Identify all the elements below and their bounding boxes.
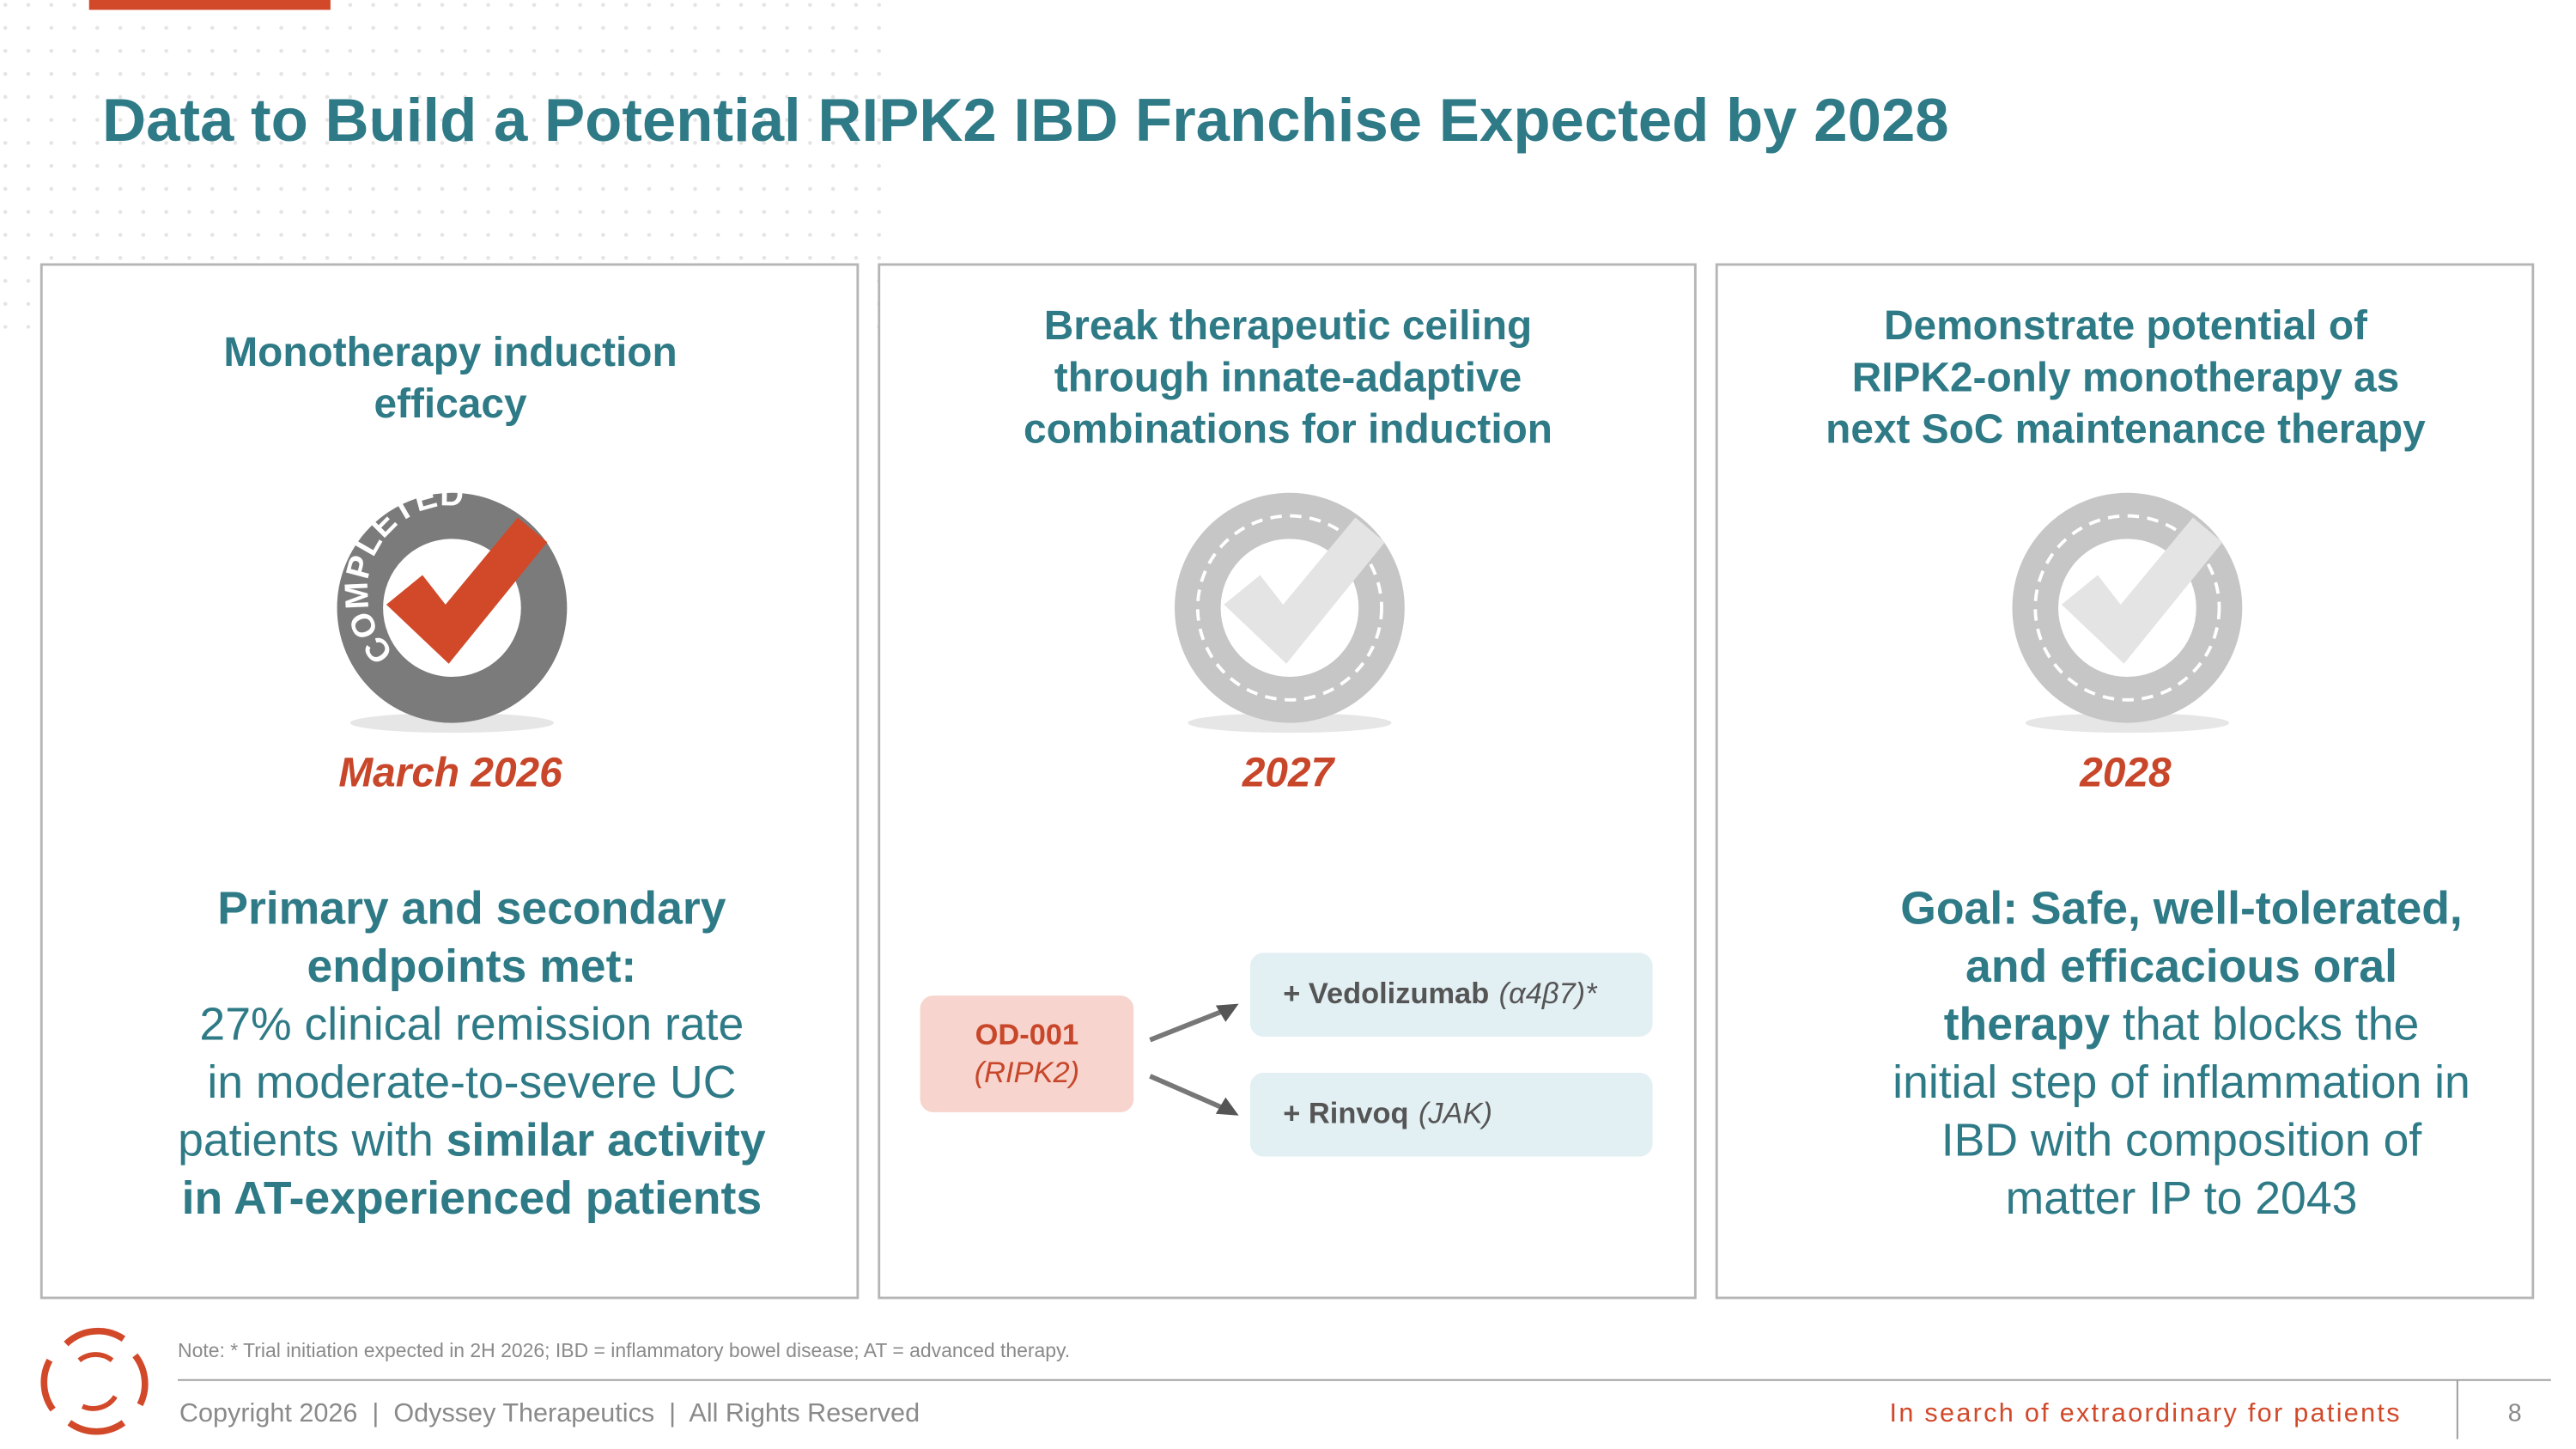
check-mark bbox=[2061, 517, 2223, 664]
panel-heading: combinations for induction bbox=[1024, 407, 1552, 453]
panel: Demonstrate potential of RIPK2-only monot… bbox=[1715, 263, 2535, 1300]
milestone-date: March 2026 bbox=[338, 750, 562, 795]
body-line: in AT-experienced patients bbox=[182, 1173, 762, 1224]
arrow-head bbox=[1215, 1097, 1239, 1116]
body-line: therapy that blocks the bbox=[1944, 1000, 2420, 1050]
body-run: therapy bbox=[1944, 1000, 2111, 1050]
combo-name: + Vedolizumab bbox=[1283, 977, 1489, 1010]
body-run: that blocks the bbox=[2110, 1000, 2419, 1050]
slide-title: Data to Build a Potential RIPK2 IBD Fran… bbox=[102, 86, 1949, 154]
panel-heading: through innate-adaptive bbox=[1054, 355, 1522, 400]
arrow-head bbox=[1215, 1003, 1239, 1022]
panel-heading: Demonstrate potential of bbox=[1884, 303, 2368, 349]
icon-ring bbox=[337, 492, 568, 723]
drug-target: (RIPK2) bbox=[975, 1056, 1079, 1089]
body-run: Primary and secondary bbox=[217, 884, 726, 935]
body-run: endpoints met: bbox=[307, 941, 637, 992]
panel-card bbox=[1715, 263, 2535, 1300]
body-run: initial step of inflammation in bbox=[1893, 1057, 2470, 1108]
body-line: endpoints met: bbox=[307, 941, 637, 992]
combo-target: (α4β7)* bbox=[1499, 977, 1598, 1010]
panel-card bbox=[39, 263, 860, 1300]
combo-label: + Vedolizumab (α4β7)* bbox=[1283, 977, 1598, 1010]
arrow bbox=[1149, 1006, 1230, 1043]
body-line: 27% clinical remission rate bbox=[199, 1000, 744, 1050]
arrow bbox=[1149, 1074, 1230, 1113]
combo-name: + Rinvoq bbox=[1283, 1098, 1408, 1130]
icon-dash bbox=[2033, 514, 2221, 702]
tagline: In search of extraordinary for patients bbox=[1890, 1398, 2402, 1428]
body-run: IBD with composition of bbox=[1941, 1116, 2422, 1166]
body-run: patients with bbox=[178, 1116, 447, 1166]
combo-box bbox=[1250, 1072, 1653, 1157]
check-mark bbox=[1224, 517, 1385, 664]
body-run: similar activity bbox=[447, 1116, 766, 1166]
copyright: Copyright 2026 | Odyssey Therapeutics | … bbox=[179, 1398, 920, 1428]
combo-box bbox=[1250, 953, 1653, 1037]
body-run: 27% clinical remission rate bbox=[199, 1000, 744, 1050]
body-run: Goal: Safe, well-tolerated, bbox=[1900, 884, 2463, 935]
body-run: and efficacious oral bbox=[1965, 941, 2397, 992]
check-mark bbox=[386, 517, 548, 664]
footnote: Note: * Trial initiation expected in 2H … bbox=[178, 1339, 1070, 1361]
body-line: and efficacious oral bbox=[1965, 941, 2397, 992]
icon-dash bbox=[1195, 514, 1383, 702]
milestone-date: 2028 bbox=[2079, 750, 2172, 795]
status-icon bbox=[1175, 492, 1405, 734]
panel-heading: efficacy bbox=[374, 381, 527, 427]
panel-heading: RIPK2-only monotherapy as bbox=[1852, 355, 2399, 400]
panel-heading: Monotherapy induction bbox=[223, 330, 677, 375]
panel-heading: next SoC maintenance therapy bbox=[1826, 407, 2426, 453]
body-run: in moderate-to-severe UC bbox=[207, 1057, 736, 1108]
combo-target: (JAK) bbox=[1419, 1098, 1492, 1130]
body-run: matter IP to 2043 bbox=[2006, 1173, 2358, 1224]
body-line: in moderate-to-severe UC bbox=[207, 1057, 736, 1108]
drug-name: OD-001 bbox=[975, 1019, 1078, 1051]
panel: Break therapeutic ceiling through innate-… bbox=[878, 263, 1697, 1300]
accent-bar bbox=[88, 0, 331, 10]
body-line: Primary and secondary bbox=[217, 884, 726, 935]
logo bbox=[40, 1327, 149, 1435]
drug-box bbox=[920, 995, 1134, 1112]
body-line: initial step of inflammation in bbox=[1893, 1057, 2470, 1108]
body-run: in AT-experienced patients bbox=[182, 1173, 762, 1224]
panel: Monotherapy inductionefficacyCOMPLETEDMa… bbox=[39, 263, 860, 1300]
panels: Monotherapy inductionefficacyCOMPLETEDMa… bbox=[39, 263, 2535, 1300]
body-line: Goal: Safe, well-tolerated, bbox=[1900, 884, 2463, 935]
combo-label: + Rinvoq (JAK) bbox=[1283, 1098, 1492, 1130]
panel-heading: Break therapeutic ceiling bbox=[1044, 303, 1532, 349]
body-line: IBD with composition of bbox=[1941, 1116, 2422, 1166]
status-icon bbox=[2012, 492, 2243, 734]
body-line: matter IP to 2043 bbox=[2006, 1173, 2358, 1224]
milestone-date: 2027 bbox=[1242, 750, 1336, 795]
page-number: 8 bbox=[2508, 1399, 2522, 1427]
body-line: patients with similar activity bbox=[178, 1116, 766, 1166]
